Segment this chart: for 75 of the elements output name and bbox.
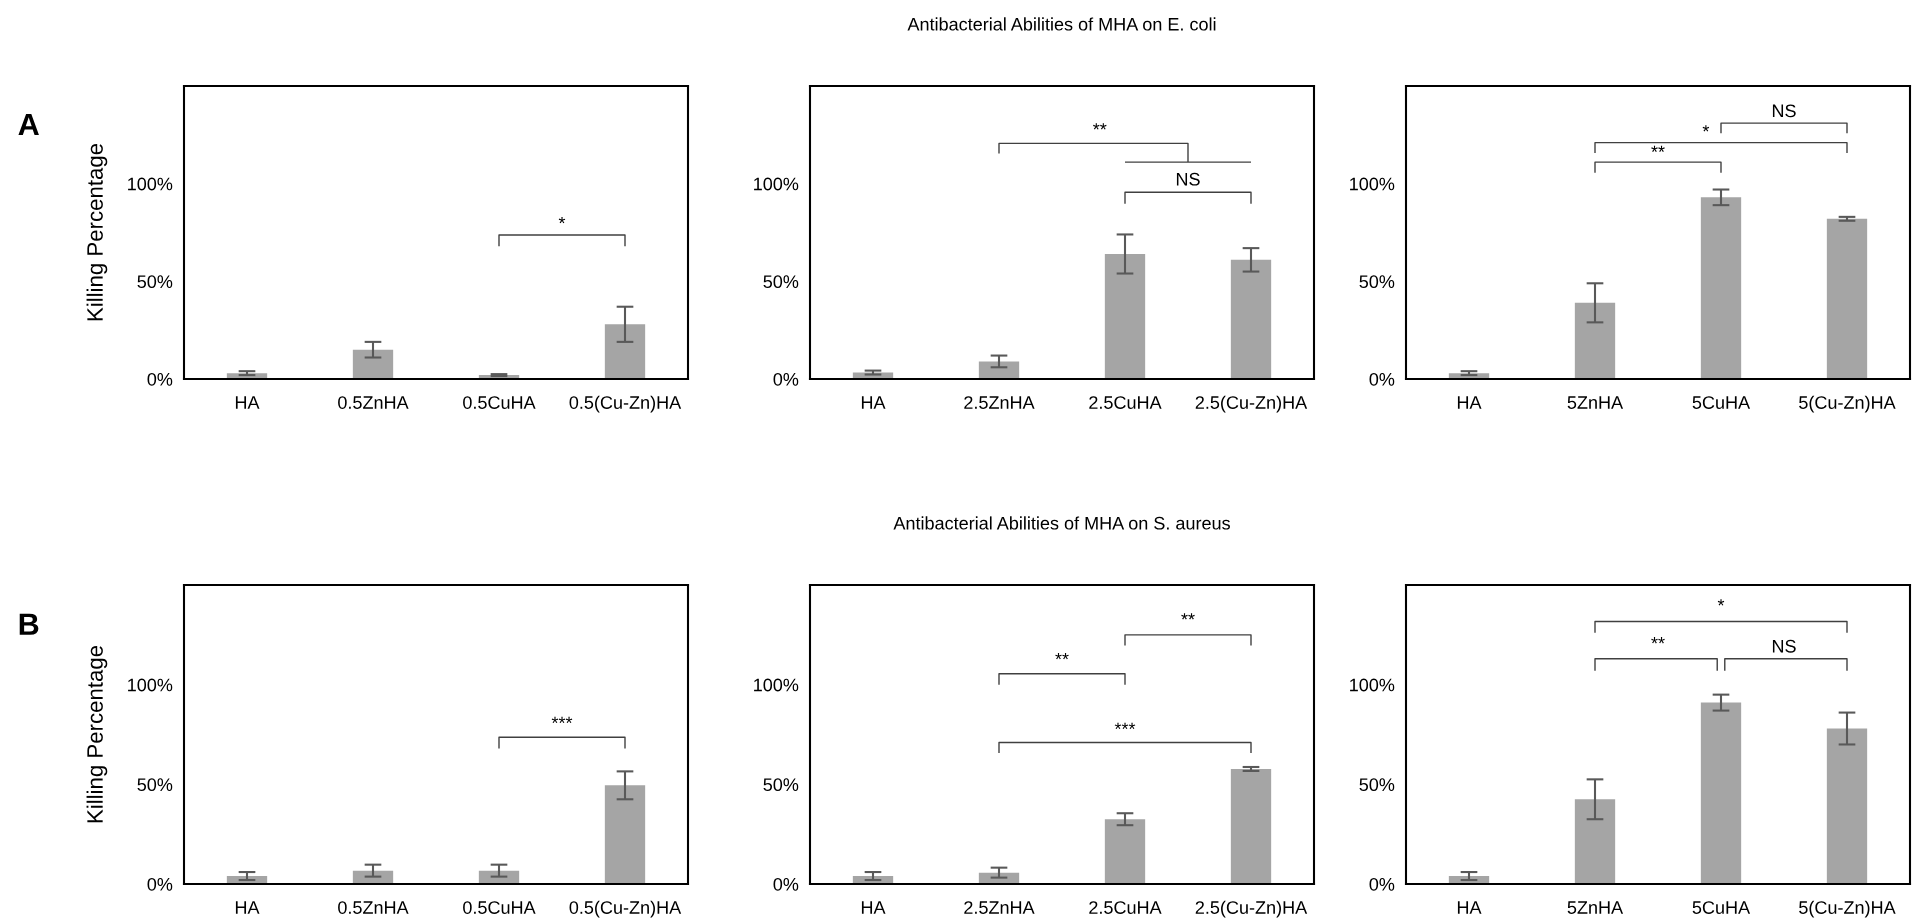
annotation: ** (1651, 145, 1665, 152)
x-tick-label: 5(Cu-Zn)HA (1799, 900, 1896, 918)
x-tick-label: 5CuHA (1692, 396, 1751, 409)
x-tick-label: 2.5CuHA (1089, 396, 1162, 409)
y-tick-label: 0% (1369, 877, 1395, 891)
chart-title: Antibacterial Abilities of MHA on E. coli (907, 17, 1216, 31)
bar (1700, 197, 1742, 379)
x-tick-label: 5(Cu-Zn)HA (1799, 395, 1896, 413)
y-axis-title: Killing Percentage (86, 645, 108, 823)
text: B (19, 613, 39, 635)
x-tick-label: 0.5(Cu-Zn)HA (569, 900, 682, 918)
x-tick-label: 2.5(Cu-Zn)HA (1195, 900, 1308, 918)
bar (1574, 799, 1616, 884)
bar (1826, 218, 1868, 379)
x-tick-label: 2.5ZnHA (964, 396, 1035, 409)
y-tick-label: 0% (773, 372, 799, 386)
annotation: *** (1114, 722, 1136, 730)
y-tick-label: 100% (128, 177, 173, 191)
x-tick-label: 0.5ZnHA (338, 396, 409, 409)
x-tick-label: 2.5ZnHA (964, 901, 1035, 914)
x-tick-label: HA (861, 901, 886, 914)
annotation: *** (551, 716, 573, 724)
y-tick-label: 0% (147, 372, 173, 386)
bar (1230, 259, 1272, 379)
y-tick-label: 100% (754, 678, 799, 692)
annotation: * (1702, 125, 1710, 132)
bar (978, 361, 1020, 379)
x-tick-label: 0.5CuHA (463, 901, 536, 914)
x-tick-label: HA (235, 396, 260, 409)
x-tick-label: 5CuHA (1692, 901, 1751, 914)
x-tick-label: HA (1457, 901, 1482, 914)
x-tick-label: 0.5(Cu-Zn)HA (569, 395, 682, 413)
x-tick-label: HA (235, 901, 260, 914)
y-tick-label: 100% (1350, 177, 1395, 191)
annotation: NS (1772, 639, 1796, 653)
text: A (18, 113, 39, 135)
chart-title: Antibacterial Abilities of MHA on S. aureus (893, 516, 1230, 530)
y-tick-label: 50% (1359, 778, 1395, 792)
y-tick-label: 100% (128, 678, 173, 692)
bar (1826, 728, 1868, 884)
y-tick-label: 0% (773, 877, 799, 891)
y-tick-label: 0% (147, 877, 173, 891)
x-tick-label: 0.5CuHA (463, 396, 536, 409)
annotation: * (1717, 599, 1725, 606)
y-tick-label: 0% (1369, 372, 1395, 386)
annotation: NS (1772, 104, 1796, 118)
y-tick-label: 100% (754, 177, 799, 191)
bar (1230, 768, 1272, 884)
y-tick-label: 50% (137, 275, 173, 289)
annotation: ** (1651, 637, 1665, 644)
annotation: * (558, 216, 566, 224)
bar (604, 785, 646, 884)
y-tick-label: 50% (763, 275, 799, 289)
x-tick-label: 5ZnHA (1567, 396, 1624, 409)
bar (352, 349, 394, 379)
bar (1104, 253, 1146, 379)
x-tick-label: 0.5ZnHA (338, 901, 409, 914)
y-tick-label: 50% (1359, 275, 1395, 289)
annotation: ** (1055, 652, 1069, 660)
bar (1104, 819, 1146, 884)
x-tick-label: 5ZnHA (1567, 901, 1624, 914)
x-tick-label: 2.5(Cu-Zn)HA (1195, 395, 1308, 413)
annotation: ** (1093, 123, 1107, 130)
y-tick-label: 50% (763, 778, 799, 792)
annotation: ** (1181, 613, 1195, 620)
bar (1574, 302, 1616, 379)
x-tick-label: HA (861, 396, 886, 409)
bar (1700, 702, 1742, 884)
x-tick-label: 2.5CuHA (1089, 901, 1162, 914)
annotation: NS (1176, 172, 1200, 186)
y-axis-title: Killing Percentage (86, 143, 108, 321)
bar (604, 324, 646, 379)
y-tick-label: 50% (137, 778, 173, 792)
x-tick-label: HA (1457, 396, 1482, 409)
y-tick-label: 100% (1350, 678, 1395, 692)
